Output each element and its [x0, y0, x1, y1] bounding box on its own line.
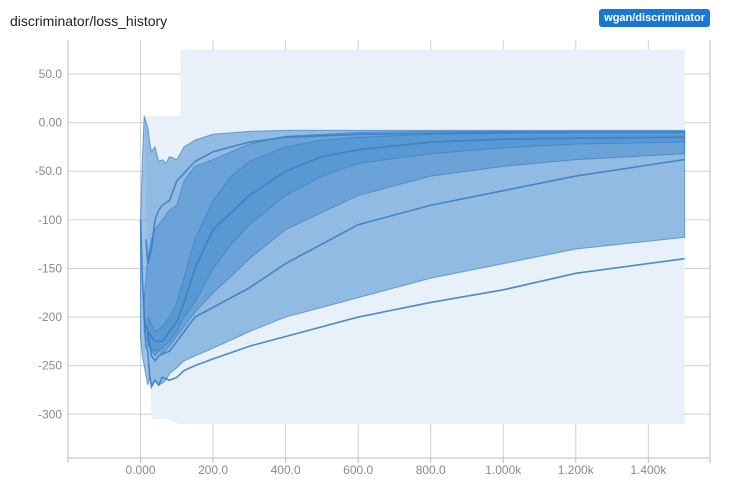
series-line-4: [147, 136, 685, 343]
y-tick-label: 0.00: [39, 116, 63, 130]
series-line-1: [139, 219, 685, 390]
chart-title: discriminator/loss_history: [10, 13, 168, 29]
series-line-3: [145, 131, 685, 264]
x-tick-label: 1.200k: [558, 463, 595, 477]
x-tick-label: 600.0: [343, 463, 373, 477]
series-line-2: [143, 158, 685, 363]
x-tick-label: 0.000: [126, 463, 156, 477]
y-tick-label: -250: [38, 359, 62, 373]
y-tick-label: -100: [38, 213, 62, 227]
x-tick-label: 1.400k: [630, 463, 667, 477]
y-tick-label: 50.0: [39, 67, 63, 81]
x-tick-label: 1.000k: [485, 463, 522, 477]
x-tick-label: 400.0: [271, 463, 301, 477]
y-tick-label: -50.0: [35, 164, 63, 178]
y-tick-label: -150: [38, 261, 62, 275]
y-tick-label: -200: [38, 310, 62, 324]
y-tick-label: -300: [38, 407, 62, 421]
x-tick-label: 200.0: [198, 463, 228, 477]
run-tag-badge[interactable]: wgan/discriminator: [599, 9, 710, 27]
shaded-band-3: [147, 131, 686, 352]
x-tick-label: 800.0: [416, 463, 446, 477]
